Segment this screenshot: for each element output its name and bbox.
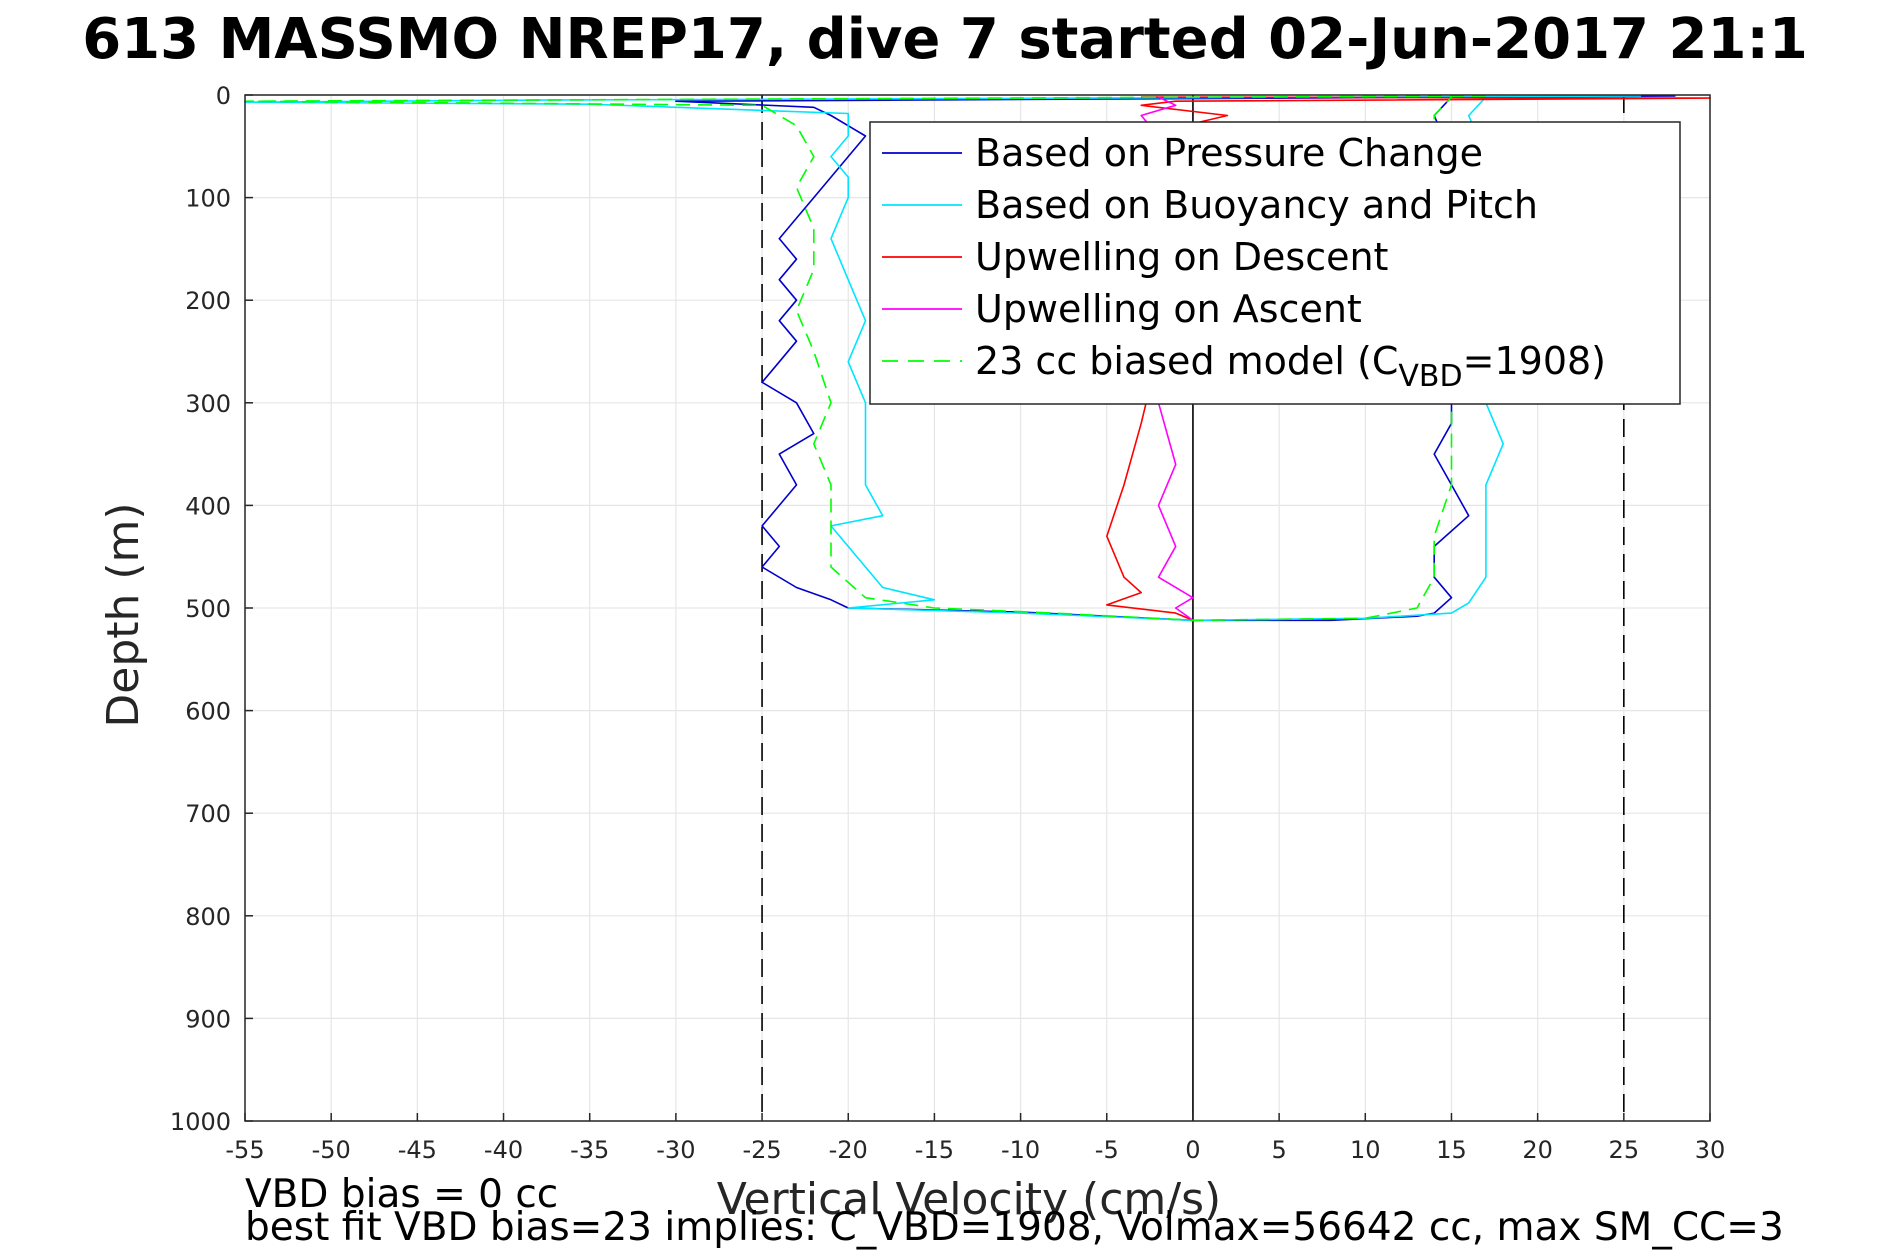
legend: Based on Pressure Change Based on Buoyanc…: [869, 121, 1681, 405]
x-tick-label: 30: [1695, 1136, 1726, 1164]
y-tick-label: 500: [185, 595, 231, 623]
y-tick-label: 400: [185, 492, 231, 520]
y-tick-label: 600: [185, 698, 231, 726]
y-tick-label: 1000: [170, 1108, 231, 1136]
y-tick-label: 800: [185, 903, 231, 931]
legend-label: Based on Pressure Change: [975, 131, 1483, 175]
y-tick-label: 900: [185, 1005, 231, 1033]
series-line-5: [244, 95, 1486, 622]
legend-label: 23 cc biased model (CVBD=1908): [975, 339, 1606, 394]
x-tick-label: -20: [829, 1136, 868, 1164]
x-tick-label: -25: [742, 1136, 781, 1164]
x-tick-label: 10: [1350, 1136, 1381, 1164]
x-tick-label: -30: [656, 1136, 695, 1164]
vbd-bias-note: VBD bias = 0 cc: [245, 1172, 558, 1217]
x-tick-label: -10: [1001, 1136, 1040, 1164]
series-line-2: [244, 95, 1642, 622]
y-tick-label: 100: [185, 185, 231, 213]
axis-ticks: -55 -50 -45 -40 -35 -30 -25 -20 -15 -10 -5 0 5 10 15 20…: [170, 82, 1725, 1164]
x-tick-label: -45: [398, 1136, 437, 1164]
x-tick-label: -50: [312, 1136, 351, 1164]
series-line-4: [1140, 96, 1194, 621]
x-tick-label: 0: [1185, 1136, 1200, 1164]
chart-title: 613 MASSMO NREP17, dive 7 started 02-Jun…: [82, 7, 1808, 72]
x-tick-label: -55: [225, 1136, 264, 1164]
legend-label: Based on Buoyancy and Pitch: [975, 183, 1538, 227]
x-axis-label: Vertical Velocity (cm/s): [717, 1174, 1221, 1225]
y-tick-label: 200: [185, 287, 231, 315]
x-tick-label: 20: [1522, 1136, 1553, 1164]
x-tick-label: -40: [484, 1136, 523, 1164]
legend-box: [869, 121, 1681, 405]
y-tick-label: 0: [216, 82, 231, 110]
legend-label: Upwelling on Ascent: [975, 287, 1362, 331]
best-fit-note: best fit VBD bias=23 implies: C_VBD=1908…: [245, 1205, 1784, 1250]
x-tick-label: -15: [915, 1136, 954, 1164]
y-tick-label: 300: [185, 390, 231, 418]
series-line-1: [675, 95, 1676, 622]
x-tick-label: 25: [1609, 1136, 1640, 1164]
x-tick-label: 15: [1436, 1136, 1467, 1164]
x-tick-label: -35: [570, 1136, 609, 1164]
x-tick-label: -5: [1095, 1136, 1119, 1164]
x-tick-label: 5: [1271, 1136, 1286, 1164]
legend-label: Upwelling on Descent: [975, 235, 1388, 279]
y-axis-label: Depth (m): [98, 502, 149, 727]
y-tick-label: 700: [185, 800, 231, 828]
